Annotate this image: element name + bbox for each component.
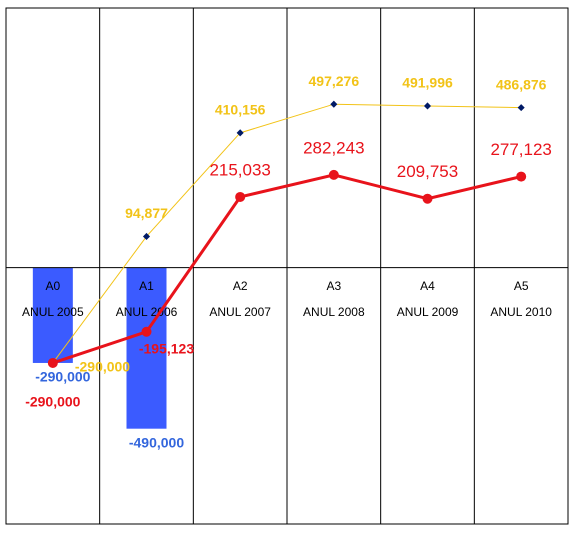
point — [328, 169, 339, 180]
line-value-label: 486,876 — [496, 76, 547, 92]
bar — [126, 267, 167, 429]
x-tick-label: A3 — [326, 279, 341, 293]
bar-value-label: -290,000 — [35, 369, 90, 385]
bar — [32, 267, 73, 363]
x-tick-label: A0 — [45, 279, 60, 293]
point — [235, 191, 246, 202]
point — [330, 100, 338, 108]
line-value-label: -195,123 — [139, 340, 194, 356]
point — [142, 232, 151, 240]
line-value-label: 94,877 — [125, 205, 168, 221]
point — [236, 129, 244, 137]
x-tick-label: ANUL 2007 — [209, 305, 271, 319]
x-tick-label: ANUL 2010 — [490, 305, 552, 319]
line-value-label: 215,033 — [209, 160, 270, 179]
series-line — [52, 103, 522, 364]
x-tick-label: ANUL 2009 — [397, 305, 459, 319]
line-value-label: 491,996 — [402, 75, 453, 91]
line-value-label: 277,123 — [490, 140, 551, 159]
line-value-label: 410,156 — [215, 102, 266, 118]
x-tick-label: A2 — [233, 279, 248, 293]
line-value-label: 497,276 — [309, 73, 360, 89]
point — [47, 357, 58, 368]
x-tick-label: ANUL 2006 — [116, 305, 178, 319]
x-tick-label: A1 — [139, 279, 154, 293]
x-tick-label: A5 — [514, 279, 529, 293]
series-line — [52, 173, 522, 365]
point — [423, 102, 432, 110]
line-value-label: 209,753 — [397, 162, 458, 181]
point — [141, 326, 152, 337]
line-value-label: -290,000 — [75, 359, 130, 375]
point — [422, 193, 433, 204]
line-value-label: 282,243 — [303, 138, 364, 157]
x-tick-label: ANUL 2005 — [22, 305, 84, 319]
point — [516, 171, 527, 182]
point — [517, 104, 525, 112]
x-tick-label: A4 — [420, 279, 435, 293]
x-tick-label: ANUL 2008 — [303, 305, 365, 319]
bar-value-label: -490,000 — [129, 434, 184, 450]
line-value-label: -290,000 — [25, 394, 80, 410]
